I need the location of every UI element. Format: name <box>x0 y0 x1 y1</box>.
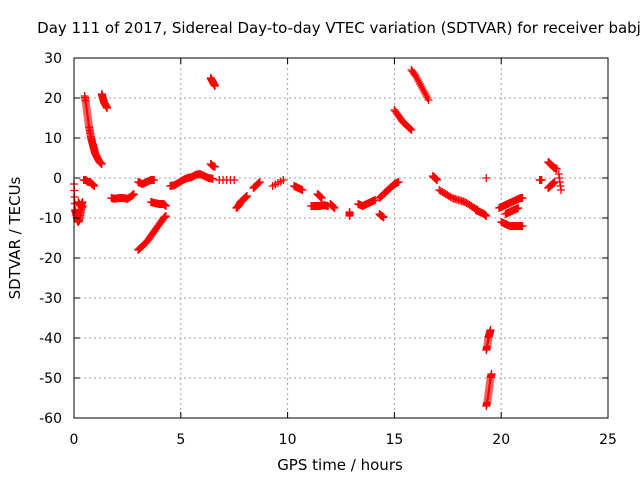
data-point <box>254 179 263 187</box>
data-point <box>161 212 170 220</box>
data-point <box>557 186 566 194</box>
data-point <box>345 212 354 220</box>
y-tick-label: -50 <box>39 371 62 387</box>
data-point <box>486 326 495 334</box>
data-point <box>129 190 138 198</box>
data-point <box>230 176 239 184</box>
x-tick-label: 5 <box>176 432 185 448</box>
x-tick-label: 0 <box>70 432 79 448</box>
y-tick-label: -20 <box>39 251 62 267</box>
grid-lines <box>74 58 608 418</box>
data-point <box>208 174 217 183</box>
data-point <box>482 212 491 220</box>
data-point <box>279 176 288 184</box>
x-tick-label: 15 <box>385 432 403 448</box>
x-tick-label: 25 <box>599 432 617 448</box>
data-point <box>103 104 112 112</box>
data-point <box>255 178 264 186</box>
y-tick-label: 0 <box>53 171 62 187</box>
data-point <box>552 164 561 173</box>
y-tick-label: -60 <box>39 411 62 427</box>
data-point <box>330 204 339 212</box>
data-point <box>379 213 388 222</box>
data-point <box>210 162 219 171</box>
y-tick-label: 30 <box>44 51 62 67</box>
y-axis: -60 -50 -40 -30 -20 -10 0 10 20 30 <box>39 51 608 427</box>
data-point <box>482 174 491 182</box>
data-point <box>210 82 219 90</box>
x-tick-label: 20 <box>492 432 510 448</box>
x-axis: 0 5 10 15 20 25 <box>70 58 617 448</box>
data-point <box>150 176 159 184</box>
data-point <box>97 160 106 168</box>
data-point <box>90 182 99 190</box>
data-point <box>424 96 433 104</box>
data-point <box>371 196 380 204</box>
data-point <box>518 194 527 202</box>
x-axis-title: GPS time / hours <box>277 456 403 474</box>
y-tick-label: -40 <box>39 331 62 347</box>
data-point <box>487 370 496 378</box>
data-point <box>78 198 87 206</box>
plot-frame <box>73 57 609 419</box>
data-point <box>161 202 170 210</box>
data-point <box>518 222 527 230</box>
data-point <box>514 204 523 212</box>
data-point <box>407 126 416 134</box>
y-tick-label: 10 <box>44 131 62 147</box>
y-tick-label: -30 <box>39 291 62 307</box>
y-tick-label: 20 <box>44 91 62 107</box>
data-points <box>70 66 566 410</box>
y-axis-title: SDTVAR / TECUs <box>6 176 24 299</box>
x-tick-label: 10 <box>279 432 297 448</box>
data-point <box>298 186 307 194</box>
data-point <box>317 194 326 202</box>
data-point <box>537 176 546 184</box>
data-point <box>423 94 432 102</box>
data-point <box>394 178 403 186</box>
data-point <box>243 192 252 200</box>
chart-title: Day 111 of 2017, Sidereal Day-to-day VTE… <box>37 19 640 37</box>
y-tick-label: -10 <box>39 211 62 227</box>
data-point <box>433 176 442 184</box>
data-point <box>406 125 415 133</box>
